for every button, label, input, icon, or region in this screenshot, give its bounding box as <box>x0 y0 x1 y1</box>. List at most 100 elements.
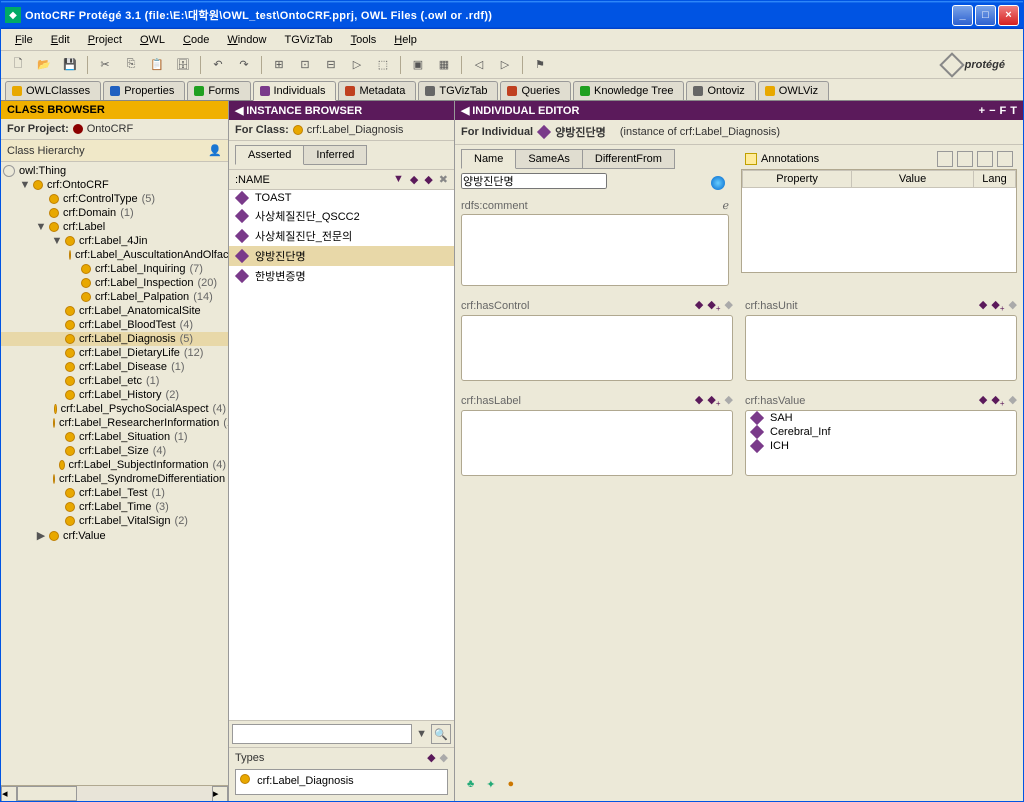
menu-code[interactable]: Code <box>175 32 217 48</box>
grid-col-value[interactable]: Value <box>852 171 974 188</box>
bottom-icon-3[interactable]: ● <box>507 778 514 791</box>
tab-differentfrom[interactable]: DifferentFrom <box>583 149 675 169</box>
tree-node[interactable]: crf:ControlType(5) <box>1 192 228 206</box>
next-button[interactable]: ▷ <box>494 54 516 76</box>
tab-asserted[interactable]: Asserted <box>235 145 304 165</box>
copy-button[interactable]: ⎘ <box>120 54 142 76</box>
types-add-icon[interactable]: ◆ <box>427 751 435 764</box>
paste-button[interactable]: 📋 <box>146 54 168 76</box>
list-item[interactable]: 사상체질진단_전문의 <box>229 226 454 246</box>
tree-node[interactable]: crf:Label_Palpation(14) <box>1 290 228 304</box>
list-item[interactable]: TOAST <box>229 190 454 206</box>
annotations-grid[interactable]: Property Value Lang <box>741 169 1017 273</box>
bottom-icon-1[interactable]: ♣ <box>467 778 474 791</box>
slot-box[interactable] <box>461 315 733 381</box>
tree-node[interactable]: crf:Label_PsychoSocialAspect(4) <box>1 402 228 416</box>
tab-metadata[interactable]: Metadata <box>338 81 416 100</box>
tab-inferred[interactable]: Inferred <box>304 145 367 165</box>
editor-f-icon[interactable]: F <box>1000 105 1007 117</box>
tree-node[interactable]: crf:Label_DietaryLife(12) <box>1 346 228 360</box>
copy-instance-icon[interactable]: ◆ <box>424 173 432 186</box>
close-button[interactable]: × <box>998 5 1019 26</box>
scroll-left[interactable]: ◂ <box>1 786 17 801</box>
maximize-button[interactable]: □ <box>975 5 996 26</box>
list-item[interactable]: 한방변증명 <box>229 266 454 286</box>
menu-edit[interactable]: Edit <box>43 32 78 48</box>
menu-tgviztab[interactable]: TGVizTab <box>276 32 340 48</box>
ann-a4-icon[interactable] <box>997 151 1013 167</box>
tree-node[interactable]: crf:Label_Situation(1) <box>1 430 228 444</box>
scroll-right[interactable]: ▸ <box>212 786 228 801</box>
create-instance-icon[interactable]: ◆ <box>410 173 418 186</box>
tab-forms[interactable]: Forms <box>187 81 250 100</box>
instance-list[interactable]: TOAST사상체질진단_QSCC2사상체질진단_전문의양방진단명한방변증명 <box>229 190 454 720</box>
tree-node[interactable]: ▼crf:Label_4Jin <box>1 234 228 248</box>
tab-owlviz[interactable]: OWLViz <box>758 81 829 100</box>
minimize-button[interactable]: _ <box>952 5 973 26</box>
comment-box[interactable] <box>461 214 729 286</box>
list-item[interactable]: 양방진단명 <box>229 246 454 266</box>
class-tree-hscroll[interactable]: ◂ ▸ <box>1 785 228 801</box>
tree-node[interactable]: crf:Label_AnatomicalSite <box>1 304 228 318</box>
editor-t-icon[interactable]: T <box>1010 105 1017 117</box>
menu-window[interactable]: Window <box>219 32 274 48</box>
scroll-thumb[interactable] <box>17 786 77 801</box>
grid-col-lang[interactable]: Lang <box>974 171 1016 188</box>
tab-sameas[interactable]: SameAs <box>516 149 583 169</box>
types-body[interactable]: crf:Label_Diagnosis <box>235 769 448 795</box>
instance-search-button[interactable]: 🔍 <box>431 724 451 744</box>
save-button[interactable]: 💾 <box>59 54 81 76</box>
menu-file[interactable]: File <box>7 32 41 48</box>
instance-search-dropdown[interactable]: ▼ <box>416 728 427 740</box>
tree-node[interactable]: ▼crf:OntoCRF <box>1 178 228 192</box>
tab-ontoviz[interactable]: Ontoviz <box>686 81 755 100</box>
tree-node[interactable]: crf:Label_SyndromeDifferentiation(5) <box>1 472 228 486</box>
tree-node[interactable]: crf:Label_Size(4) <box>1 444 228 458</box>
tab-name[interactable]: Name <box>461 149 516 169</box>
class-tree[interactable]: owl:Thing ▼crf:OntoCRFcrf:ControlType(5)… <box>1 162 228 785</box>
hierarchy-person-icon[interactable]: 👤 <box>208 144 222 157</box>
tree-node[interactable]: crf:Label_etc(1) <box>1 374 228 388</box>
menu-project[interactable]: Project <box>80 32 130 48</box>
tree-node[interactable]: crf:Label_Inquiring(7) <box>1 262 228 276</box>
tree-node[interactable]: crf:Label_BloodTest(4) <box>1 318 228 332</box>
list-item[interactable]: 사상체질진단_QSCC2 <box>229 206 454 226</box>
prev-button[interactable]: ◁ <box>468 54 490 76</box>
open-button[interactable]: 📂 <box>33 54 55 76</box>
menu-help[interactable]: Help <box>386 32 425 48</box>
new-button[interactable]: 🗋 <box>7 54 29 76</box>
tree-node[interactable]: crf:Label_AuscultationAndOlfaction <box>1 248 228 262</box>
tab-owlclasses[interactable]: OWLClasses <box>5 81 101 100</box>
tree-node[interactable]: crf:Label_Disease(1) <box>1 360 228 374</box>
tree-node[interactable]: crf:Label_VitalSign(2) <box>1 514 228 528</box>
tree-node[interactable]: crf:Label_Test(1) <box>1 486 228 500</box>
editor-add-icon[interactable]: + <box>979 105 985 117</box>
t6-button[interactable]: ▣ <box>407 54 429 76</box>
t2-button[interactable]: ⊡ <box>294 54 316 76</box>
archive-button[interactable]: 🗄 <box>172 54 194 76</box>
flag-button[interactable]: ⚑ <box>529 54 551 76</box>
menu-owl[interactable]: OWL <box>132 32 173 48</box>
comment-action-icon[interactable]: ℯ <box>722 199 729 212</box>
tab-individuals[interactable]: Individuals <box>253 81 337 101</box>
slot-box[interactable] <box>745 315 1017 381</box>
tree-node[interactable]: crf:Label_SubjectInformation(4) <box>1 458 228 472</box>
tree-node[interactable]: crf:Domain(1) <box>1 206 228 220</box>
ann-a1-icon[interactable] <box>937 151 953 167</box>
menu-tools[interactable]: Tools <box>343 32 385 48</box>
instance-search-input[interactable] <box>232 724 412 744</box>
name-input[interactable] <box>461 173 607 189</box>
slot-box[interactable] <box>461 410 733 476</box>
type-value[interactable]: crf:Label_Diagnosis <box>253 775 354 787</box>
tree-node[interactable]: crf:Label_ResearcherInformation(1) <box>1 416 228 430</box>
tab-tgviztab[interactable]: TGVizTab <box>418 81 498 100</box>
cut-button[interactable]: ✂ <box>94 54 116 76</box>
t4-button[interactable]: ▷ <box>346 54 368 76</box>
tree-node[interactable]: crf:Label_History(2) <box>1 388 228 402</box>
tree-root[interactable]: owl:Thing <box>1 164 228 178</box>
t3-button[interactable]: ⊟ <box>320 54 342 76</box>
tree-node[interactable]: ▶crf:Value <box>1 528 228 543</box>
tree-node[interactable]: crf:Label_Inspection(20) <box>1 276 228 290</box>
sort-desc-icon[interactable]: ▼ <box>393 173 404 186</box>
ann-a2-icon[interactable] <box>957 151 973 167</box>
